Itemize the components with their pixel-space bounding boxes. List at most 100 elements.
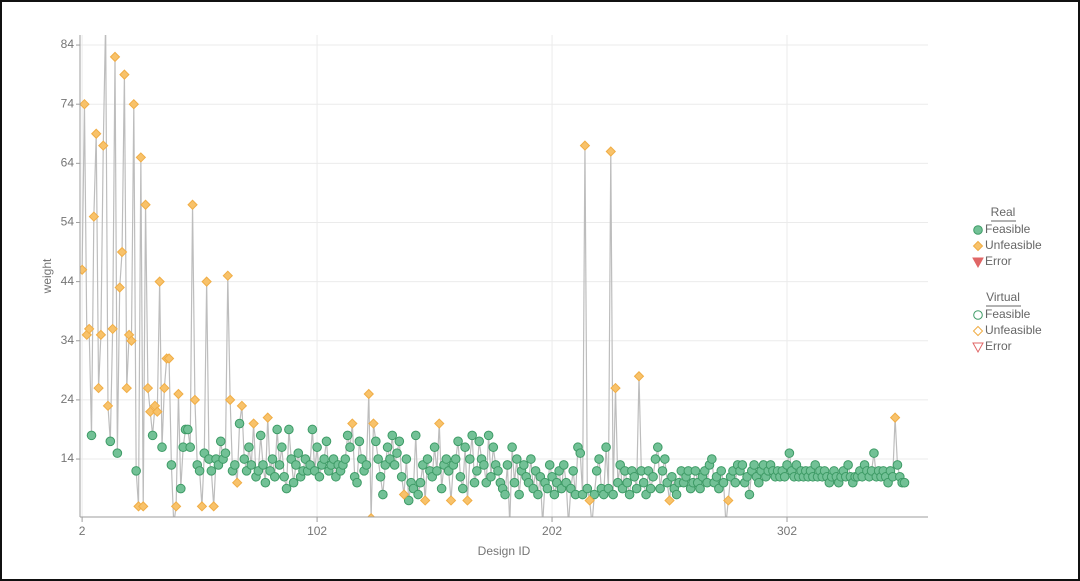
point — [690, 466, 701, 476]
point — [230, 460, 240, 470]
point — [102, 400, 114, 412]
x-axis-label: Design ID — [478, 544, 531, 558]
point — [140, 199, 151, 210]
point — [196, 501, 208, 512]
point — [281, 483, 292, 494]
point — [610, 382, 621, 394]
point — [413, 489, 423, 500]
point — [91, 128, 102, 139]
point — [269, 471, 280, 482]
y-tick-label: 84 — [61, 37, 75, 51]
point — [441, 454, 452, 464]
point — [695, 483, 705, 494]
point — [166, 460, 177, 470]
point — [231, 477, 243, 488]
point — [368, 418, 379, 429]
legend-label: Unfeasible — [985, 323, 1042, 337]
legend-marker — [972, 257, 984, 269]
point — [86, 430, 97, 441]
point — [467, 430, 477, 441]
point — [183, 424, 193, 435]
point — [312, 442, 322, 453]
point — [152, 406, 163, 417]
point — [486, 471, 496, 482]
point — [655, 483, 665, 494]
point — [382, 442, 393, 453]
point — [398, 489, 410, 500]
point — [248, 418, 259, 429]
point — [519, 460, 529, 470]
point — [422, 454, 433, 464]
point — [718, 477, 729, 488]
point — [314, 471, 325, 482]
point — [779, 471, 790, 482]
point — [145, 406, 156, 417]
y-tick-label: 64 — [61, 156, 75, 170]
point — [93, 382, 104, 394]
point — [279, 471, 289, 482]
point — [657, 466, 668, 476]
y-tick-label: 34 — [61, 333, 75, 347]
point — [784, 448, 795, 458]
point — [142, 382, 154, 394]
point — [507, 442, 517, 453]
point — [671, 489, 682, 500]
point — [624, 489, 635, 500]
point — [660, 454, 670, 464]
point — [307, 424, 318, 435]
point — [189, 394, 201, 406]
point — [707, 454, 717, 464]
point — [258, 460, 268, 470]
point — [582, 483, 593, 494]
y-tick-label: 54 — [61, 215, 75, 229]
legend-title: Real — [991, 205, 1016, 219]
point — [272, 424, 282, 435]
point — [185, 442, 196, 453]
legend-marker — [973, 225, 983, 235]
point — [645, 483, 656, 494]
point — [432, 466, 442, 476]
legend-title: Virtual — [986, 290, 1020, 304]
point — [354, 436, 365, 447]
point — [502, 460, 513, 470]
y-tick-label: 74 — [61, 96, 75, 110]
point — [469, 477, 480, 488]
x-tick-label: 202 — [542, 524, 562, 538]
point — [584, 495, 595, 506]
point — [112, 448, 123, 458]
point — [394, 436, 405, 447]
point — [109, 51, 121, 63]
point — [234, 418, 245, 429]
point — [373, 454, 383, 464]
point — [293, 448, 304, 458]
point — [460, 442, 470, 453]
point — [389, 460, 400, 470]
point — [474, 436, 485, 447]
point — [631, 483, 642, 494]
point — [526, 454, 536, 464]
legend-marker — [972, 342, 984, 354]
y-tick-label: 24 — [61, 392, 75, 406]
point — [514, 489, 524, 500]
point — [533, 489, 543, 500]
point — [453, 436, 463, 447]
point — [744, 489, 755, 500]
x-tick-label: 102 — [307, 524, 327, 538]
point — [206, 466, 217, 476]
point — [378, 489, 388, 500]
x-tick-label: 302 — [777, 524, 797, 538]
y-tick-label: 44 — [61, 274, 75, 288]
point — [126, 335, 137, 346]
point — [455, 471, 466, 482]
legend-marker — [972, 325, 984, 337]
point — [401, 454, 412, 464]
point — [131, 466, 141, 476]
point — [321, 436, 332, 447]
point — [345, 442, 355, 453]
point — [415, 477, 426, 488]
point — [434, 418, 445, 429]
point — [340, 454, 351, 464]
point — [83, 323, 95, 335]
point — [472, 466, 482, 476]
point — [215, 436, 226, 447]
